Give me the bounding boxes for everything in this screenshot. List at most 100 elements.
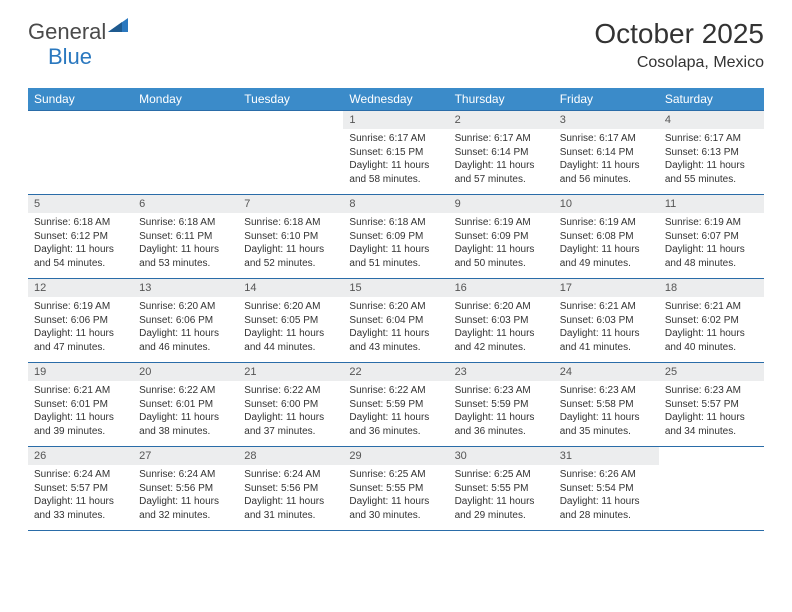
day-number: 11 — [659, 195, 764, 213]
day-content: Sunrise: 6:19 AMSunset: 6:07 PMDaylight:… — [659, 213, 764, 273]
sunrise-text: Sunrise: 6:23 AM — [560, 384, 653, 398]
sunrise-text: Sunrise: 6:26 AM — [560, 468, 653, 482]
day-content: Sunrise: 6:18 AMSunset: 6:12 PMDaylight:… — [28, 213, 133, 273]
calendar-day-cell: 10Sunrise: 6:19 AMSunset: 6:08 PMDayligh… — [554, 195, 659, 279]
day-number: 4 — [659, 111, 764, 129]
daylight-text: Daylight: 11 hours — [560, 243, 653, 257]
daylight-text: and 43 minutes. — [349, 341, 442, 355]
sunset-text: Sunset: 5:57 PM — [34, 482, 127, 496]
sunset-text: Sunset: 5:56 PM — [139, 482, 232, 496]
daylight-text: Daylight: 11 hours — [349, 327, 442, 341]
title-block: October 2025 Cosolapa, Mexico — [594, 18, 764, 72]
sunset-text: Sunset: 6:03 PM — [560, 314, 653, 328]
calendar-day-cell: 28Sunrise: 6:24 AMSunset: 5:56 PMDayligh… — [238, 447, 343, 531]
calendar-day-cell: 22Sunrise: 6:22 AMSunset: 5:59 PMDayligh… — [343, 363, 448, 447]
daylight-text: Daylight: 11 hours — [34, 411, 127, 425]
daylight-text: Daylight: 11 hours — [560, 327, 653, 341]
sunrise-text: Sunrise: 6:20 AM — [349, 300, 442, 314]
sunset-text: Sunset: 5:55 PM — [455, 482, 548, 496]
calendar-day-cell: 15Sunrise: 6:20 AMSunset: 6:04 PMDayligh… — [343, 279, 448, 363]
daylight-text: Daylight: 11 hours — [34, 495, 127, 509]
calendar-day-cell: 27Sunrise: 6:24 AMSunset: 5:56 PMDayligh… — [133, 447, 238, 531]
day-number: 2 — [449, 111, 554, 129]
day-number: 7 — [238, 195, 343, 213]
calendar-day-cell: 5Sunrise: 6:18 AMSunset: 6:12 PMDaylight… — [28, 195, 133, 279]
calendar-day-cell: 16Sunrise: 6:20 AMSunset: 6:03 PMDayligh… — [449, 279, 554, 363]
calendar-day-cell: 13Sunrise: 6:20 AMSunset: 6:06 PMDayligh… — [133, 279, 238, 363]
calendar-day-cell — [238, 111, 343, 195]
daylight-text: Daylight: 11 hours — [139, 243, 232, 257]
day-number-empty — [659, 447, 764, 465]
day-content: Sunrise: 6:22 AMSunset: 6:00 PMDaylight:… — [238, 381, 343, 441]
day-content: Sunrise: 6:17 AMSunset: 6:15 PMDaylight:… — [343, 129, 448, 189]
day-number: 26 — [28, 447, 133, 465]
calendar-day-cell: 6Sunrise: 6:18 AMSunset: 6:11 PMDaylight… — [133, 195, 238, 279]
month-title: October 2025 — [594, 18, 764, 50]
sunset-text: Sunset: 6:06 PM — [139, 314, 232, 328]
day-content: Sunrise: 6:23 AMSunset: 5:57 PMDaylight:… — [659, 381, 764, 441]
day-content: Sunrise: 6:21 AMSunset: 6:01 PMDaylight:… — [28, 381, 133, 441]
daylight-text: Daylight: 11 hours — [244, 411, 337, 425]
daylight-text: and 36 minutes. — [455, 425, 548, 439]
sunset-text: Sunset: 5:55 PM — [349, 482, 442, 496]
sunset-text: Sunset: 6:07 PM — [665, 230, 758, 244]
day-number: 19 — [28, 363, 133, 381]
sunset-text: Sunset: 6:09 PM — [349, 230, 442, 244]
daylight-text: Daylight: 11 hours — [455, 411, 548, 425]
calendar-day-cell: 21Sunrise: 6:22 AMSunset: 6:00 PMDayligh… — [238, 363, 343, 447]
calendar-week-row: 12Sunrise: 6:19 AMSunset: 6:06 PMDayligh… — [28, 279, 764, 363]
sunrise-text: Sunrise: 6:24 AM — [34, 468, 127, 482]
calendar-day-cell: 31Sunrise: 6:26 AMSunset: 5:54 PMDayligh… — [554, 447, 659, 531]
daylight-text: and 52 minutes. — [244, 257, 337, 271]
day-number: 16 — [449, 279, 554, 297]
daylight-text: Daylight: 11 hours — [560, 495, 653, 509]
sunset-text: Sunset: 6:02 PM — [665, 314, 758, 328]
day-content: Sunrise: 6:19 AMSunset: 6:08 PMDaylight:… — [554, 213, 659, 273]
day-number: 31 — [554, 447, 659, 465]
day-number: 1 — [343, 111, 448, 129]
daylight-text: and 57 minutes. — [455, 173, 548, 187]
sunset-text: Sunset: 5:54 PM — [560, 482, 653, 496]
sunset-text: Sunset: 6:09 PM — [455, 230, 548, 244]
day-number: 23 — [449, 363, 554, 381]
sunset-text: Sunset: 6:15 PM — [349, 146, 442, 160]
day-content: Sunrise: 6:20 AMSunset: 6:03 PMDaylight:… — [449, 297, 554, 357]
sunrise-text: Sunrise: 6:21 AM — [34, 384, 127, 398]
sunrise-text: Sunrise: 6:23 AM — [455, 384, 548, 398]
weekday-header: Tuesday — [238, 88, 343, 111]
sunrise-text: Sunrise: 6:22 AM — [244, 384, 337, 398]
sunset-text: Sunset: 6:06 PM — [34, 314, 127, 328]
day-number: 15 — [343, 279, 448, 297]
daylight-text: Daylight: 11 hours — [244, 495, 337, 509]
weekday-header: Thursday — [449, 88, 554, 111]
daylight-text: Daylight: 11 hours — [34, 327, 127, 341]
day-content: Sunrise: 6:22 AMSunset: 5:59 PMDaylight:… — [343, 381, 448, 441]
sunset-text: Sunset: 5:59 PM — [349, 398, 442, 412]
calendar-day-cell: 18Sunrise: 6:21 AMSunset: 6:02 PMDayligh… — [659, 279, 764, 363]
daylight-text: Daylight: 11 hours — [455, 327, 548, 341]
sunrise-text: Sunrise: 6:18 AM — [349, 216, 442, 230]
sunrise-text: Sunrise: 6:20 AM — [455, 300, 548, 314]
day-content: Sunrise: 6:26 AMSunset: 5:54 PMDaylight:… — [554, 465, 659, 525]
day-content: Sunrise: 6:23 AMSunset: 5:59 PMDaylight:… — [449, 381, 554, 441]
day-content: Sunrise: 6:19 AMSunset: 6:09 PMDaylight:… — [449, 213, 554, 273]
sunset-text: Sunset: 6:01 PM — [34, 398, 127, 412]
sunrise-text: Sunrise: 6:25 AM — [349, 468, 442, 482]
day-number: 14 — [238, 279, 343, 297]
daylight-text: and 49 minutes. — [560, 257, 653, 271]
daylight-text: and 54 minutes. — [34, 257, 127, 271]
day-content: Sunrise: 6:20 AMSunset: 6:06 PMDaylight:… — [133, 297, 238, 357]
calendar-day-cell — [659, 447, 764, 531]
daylight-text: and 55 minutes. — [665, 173, 758, 187]
day-number: 8 — [343, 195, 448, 213]
calendar-week-row: 1Sunrise: 6:17 AMSunset: 6:15 PMDaylight… — [28, 111, 764, 195]
sunset-text: Sunset: 6:01 PM — [139, 398, 232, 412]
header: General October 2025 Cosolapa, Mexico — [0, 0, 792, 80]
daylight-text: and 36 minutes. — [349, 425, 442, 439]
sunrise-text: Sunrise: 6:21 AM — [665, 300, 758, 314]
daylight-text: Daylight: 11 hours — [139, 411, 232, 425]
sunrise-text: Sunrise: 6:19 AM — [665, 216, 758, 230]
daylight-text: and 31 minutes. — [244, 509, 337, 523]
brand-part2: Blue — [48, 44, 92, 70]
sunset-text: Sunset: 6:03 PM — [455, 314, 548, 328]
